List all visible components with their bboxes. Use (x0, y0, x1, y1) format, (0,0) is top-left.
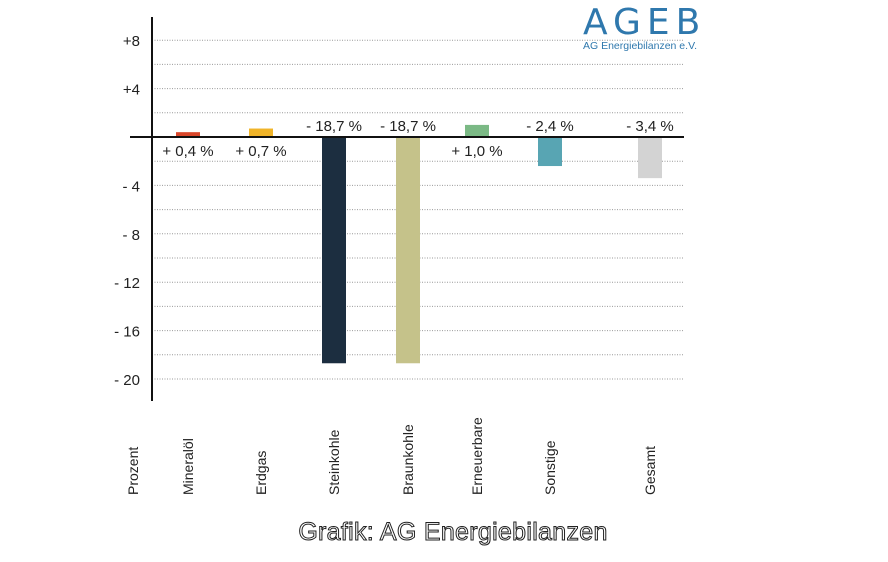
category-label: Erneuerbare (469, 417, 485, 495)
y-tick-label: +4 (123, 82, 140, 99)
bar-sonstige (538, 137, 562, 167)
ageb-logo: AGEB AG Energiebilanzen e.V. (583, 2, 707, 53)
data-label: + 0,4 % (162, 143, 213, 160)
category-label: Erdgas (253, 451, 269, 495)
category-label: Braunkohle (400, 424, 416, 495)
y-tick-label: - 16 (114, 324, 140, 341)
bar-erdgas (249, 128, 273, 137)
y-tick-label: - 12 (114, 275, 140, 292)
category-label: Sonstige (542, 440, 558, 495)
y-tick-label: +8 (123, 33, 140, 50)
data-label: - 2,4 % (526, 118, 574, 135)
y-tick-label: - 8 (122, 227, 140, 244)
y-tick-label: - 4 (122, 178, 140, 195)
bar-gesamt (638, 137, 662, 179)
data-label: - 18,7 % (380, 118, 436, 135)
bar-steinkohle (322, 137, 346, 364)
category-label: Steinkohle (326, 429, 342, 495)
category-label: Mineralöl (180, 438, 196, 495)
data-label: - 18,7 % (306, 118, 362, 135)
bar-mineralöl (176, 132, 200, 137)
bar-braunkohle (396, 137, 420, 364)
footer-credit: Grafik: AG Energiebilanzen (298, 518, 608, 547)
y-tick-label: - 20 (114, 372, 140, 389)
data-label: + 0,7 % (235, 143, 286, 160)
data-label: - 3,4 % (626, 118, 674, 135)
y-axis-label: Prozent (125, 447, 141, 495)
logo-subtitle: AG Energiebilanzen e.V. (583, 40, 698, 52)
bar-erneuerbare (465, 124, 489, 137)
logo-title: AGEB (583, 2, 707, 43)
category-label: Gesamt (642, 446, 658, 495)
data-label: + 1,0 % (451, 143, 502, 160)
